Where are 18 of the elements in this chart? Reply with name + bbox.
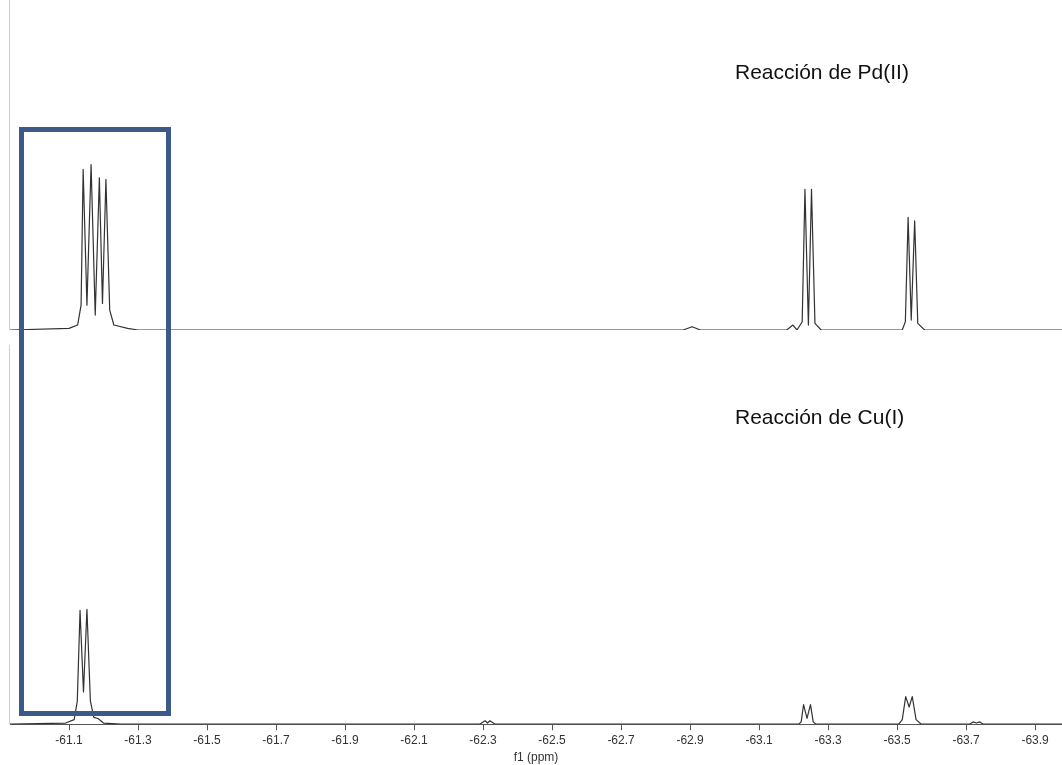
x-tick-label: -61.3 (124, 732, 152, 747)
x-tick-label: -61.7 (262, 732, 291, 747)
x-tick-label: -63.3 (814, 732, 843, 747)
x-tick-label: -61.5 (193, 732, 222, 747)
x-axis-title: f1 (ppm) (513, 750, 559, 765)
x-tick-label: -63.7 (952, 732, 981, 747)
x-tick-label: -62.3 (469, 732, 498, 747)
x-tick-label: -62.7 (607, 732, 636, 747)
x-tick-label: -63.1 (745, 732, 774, 747)
x-tick-label: -63.5 (883, 732, 912, 747)
x-tick-label: -62.9 (676, 732, 705, 747)
x-tick-label: -61.1 (55, 732, 83, 747)
x-tick-label: -61.9 (331, 732, 360, 747)
x-tick-label: -62.5 (538, 732, 567, 747)
x-tick-label: -62.1 (400, 732, 429, 747)
text: Reacción de Pd(II) (735, 60, 909, 84)
text: Reacción de Cu(I) (735, 405, 905, 429)
x-tick-label: -63.9 (1021, 732, 1050, 747)
